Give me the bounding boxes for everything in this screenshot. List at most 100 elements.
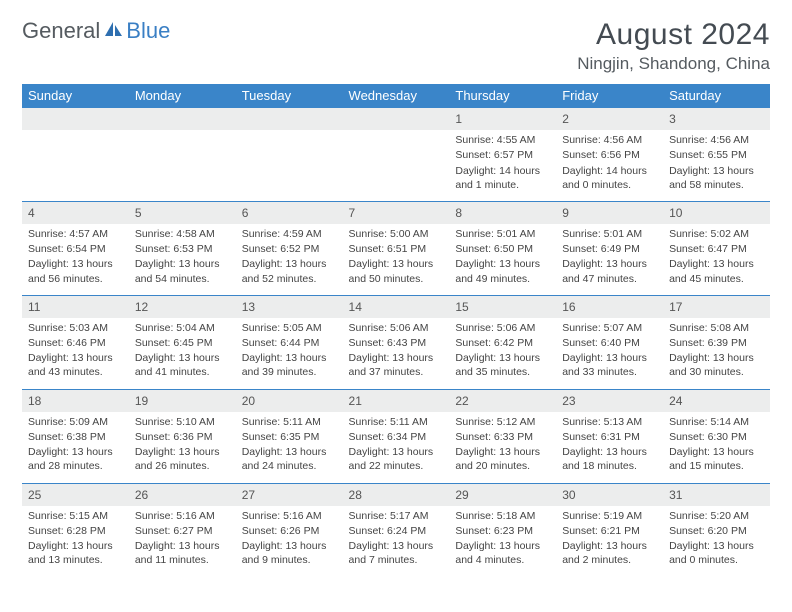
sunrise-text: Sunrise: 5:02 AM	[669, 227, 764, 241]
daylight-text: Daylight: 13 hours and 26 minutes.	[135, 445, 230, 473]
sunset-text: Sunset: 6:51 PM	[349, 242, 444, 256]
col-saturday: Saturday	[663, 84, 770, 108]
day-number: 11	[22, 295, 129, 318]
sunrise-text: Sunrise: 5:15 AM	[28, 509, 123, 523]
sunset-text: Sunset: 6:55 PM	[669, 148, 764, 162]
daylight-text: Daylight: 13 hours and 50 minutes.	[349, 257, 444, 285]
sunrise-text: Sunrise: 4:56 AM	[562, 133, 657, 147]
month-title: August 2024	[577, 18, 770, 52]
day-number: 30	[556, 483, 663, 506]
daylight-text: Daylight: 13 hours and 11 minutes.	[135, 539, 230, 567]
day-detail	[343, 130, 450, 201]
day-detail: Sunrise: 5:20 AMSunset: 6:20 PMDaylight:…	[663, 506, 770, 577]
day-detail: Sunrise: 4:57 AMSunset: 6:54 PMDaylight:…	[22, 224, 129, 295]
day-detail: Sunrise: 5:17 AMSunset: 6:24 PMDaylight:…	[343, 506, 450, 577]
daylight-text: Daylight: 13 hours and 35 minutes.	[455, 351, 550, 379]
day-detail: Sunrise: 5:06 AMSunset: 6:43 PMDaylight:…	[343, 318, 450, 389]
sunset-text: Sunset: 6:26 PM	[242, 524, 337, 538]
daylight-text: Daylight: 13 hours and 15 minutes.	[669, 445, 764, 473]
day-number: 23	[556, 389, 663, 412]
sunset-text: Sunset: 6:44 PM	[242, 336, 337, 350]
day-number: 26	[129, 483, 236, 506]
sunset-text: Sunset: 6:53 PM	[135, 242, 230, 256]
daylight-text: Daylight: 13 hours and 9 minutes.	[242, 539, 337, 567]
day-detail: Sunrise: 5:10 AMSunset: 6:36 PMDaylight:…	[129, 412, 236, 483]
day-number: 9	[556, 201, 663, 224]
day-detail	[236, 130, 343, 201]
sunrise-text: Sunrise: 5:17 AM	[349, 509, 444, 523]
day-number: 20	[236, 389, 343, 412]
sunrise-text: Sunrise: 5:09 AM	[28, 415, 123, 429]
sunrise-text: Sunrise: 4:55 AM	[455, 133, 550, 147]
day-number: 18	[22, 389, 129, 412]
daylight-text: Daylight: 13 hours and 39 minutes.	[242, 351, 337, 379]
sunrise-text: Sunrise: 5:05 AM	[242, 321, 337, 335]
col-tuesday: Tuesday	[236, 84, 343, 108]
daylight-text: Daylight: 13 hours and 45 minutes.	[669, 257, 764, 285]
sunrise-text: Sunrise: 5:07 AM	[562, 321, 657, 335]
col-sunday: Sunday	[22, 84, 129, 108]
day-detail: Sunrise: 5:01 AMSunset: 6:50 PMDaylight:…	[449, 224, 556, 295]
sunrise-text: Sunrise: 5:04 AM	[135, 321, 230, 335]
day-number: 24	[663, 389, 770, 412]
day-detail: Sunrise: 5:02 AMSunset: 6:47 PMDaylight:…	[663, 224, 770, 295]
col-friday: Friday	[556, 84, 663, 108]
header: General Blue August 2024 Ningjin, Shando…	[22, 18, 770, 74]
daylight-text: Daylight: 13 hours and 18 minutes.	[562, 445, 657, 473]
day-detail: Sunrise: 5:16 AMSunset: 6:26 PMDaylight:…	[236, 506, 343, 577]
daylight-text: Daylight: 13 hours and 54 minutes.	[135, 257, 230, 285]
day-number: 4	[22, 201, 129, 224]
daylight-text: Daylight: 13 hours and 24 minutes.	[242, 445, 337, 473]
sunrise-text: Sunrise: 4:56 AM	[669, 133, 764, 147]
daynum-row: 25262728293031	[22, 483, 770, 506]
day-detail	[129, 130, 236, 201]
day-number: 1	[449, 108, 556, 131]
sunset-text: Sunset: 6:47 PM	[669, 242, 764, 256]
day-number: 3	[663, 108, 770, 131]
day-number: 12	[129, 295, 236, 318]
sunset-text: Sunset: 6:54 PM	[28, 242, 123, 256]
sail-icon	[104, 20, 124, 43]
daylight-text: Daylight: 13 hours and 37 minutes.	[349, 351, 444, 379]
detail-row: Sunrise: 5:09 AMSunset: 6:38 PM Daylight:…	[22, 412, 770, 483]
sunrise-text: Sunrise: 5:14 AM	[669, 415, 764, 429]
sunset-text: Sunset: 6:50 PM	[455, 242, 550, 256]
logo-word2: Blue	[126, 18, 170, 44]
day-detail: Sunrise: 4:56 AMSunset: 6:55 PMDaylight:…	[663, 130, 770, 201]
sunrise-text: Sunrise: 5:12 AM	[455, 415, 550, 429]
day-number: 19	[129, 389, 236, 412]
sunrise-text: Sunrise: 5:16 AM	[135, 509, 230, 523]
day-number: 7	[343, 201, 450, 224]
sunrise-text: Sunrise: 5:18 AM	[455, 509, 550, 523]
sunrise-text: Sunrise: 5:10 AM	[135, 415, 230, 429]
daylight-text: Daylight: 13 hours and 7 minutes.	[349, 539, 444, 567]
detail-row: Sunrise: 4:57 AMSunset: 6:54 PMDaylight:…	[22, 224, 770, 295]
detail-row: Sunrise: 5:03 AMSunset: 6:46 PMDaylight:…	[22, 318, 770, 389]
sunset-text: Sunset: 6:33 PM	[455, 430, 550, 444]
day-detail: Sunrise: 5:16 AMSunset: 6:27 PMDaylight:…	[129, 506, 236, 577]
day-detail: Sunrise: 4:59 AMSunset: 6:52 PMDaylight:…	[236, 224, 343, 295]
sunset-text: Sunset: 6:57 PM	[455, 148, 550, 162]
sunrise-text: Sunrise: 5:06 AM	[455, 321, 550, 335]
daylight-text: Daylight: 13 hours and 4 minutes.	[455, 539, 550, 567]
daylight-text: Daylight: 13 hours and 43 minutes.	[28, 351, 123, 379]
sunset-text: Sunset: 6:23 PM	[455, 524, 550, 538]
sunset-text: Sunset: 6:42 PM	[455, 336, 550, 350]
day-detail: Sunrise: 5:09 AMSunset: 6:38 PMDaylight:…	[22, 412, 129, 483]
sunset-text: Sunset: 6:40 PM	[562, 336, 657, 350]
daylight-text: Daylight: 13 hours and 52 minutes.	[242, 257, 337, 285]
location: Ningjin, Shandong, China	[577, 54, 770, 74]
sunrise-text: Sunrise: 5:13 AM	[562, 415, 657, 429]
sunrise-text: Sunrise: 5:01 AM	[455, 227, 550, 241]
day-detail: Sunrise: 5:08 AMSunset: 6:39 PMDaylight:…	[663, 318, 770, 389]
day-number: 5	[129, 201, 236, 224]
daylight-text: Daylight: 13 hours and 30 minutes.	[669, 351, 764, 379]
sunset-text: Sunset: 6:49 PM	[562, 242, 657, 256]
day-detail: Sunrise: 5:14 AMSunset: 6:30 PMDaylight:…	[663, 412, 770, 483]
sunset-text: Sunset: 6:38 PM	[28, 430, 123, 444]
day-number: 15	[449, 295, 556, 318]
day-number	[236, 108, 343, 131]
day-detail: Sunrise: 4:58 AMSunset: 6:53 PMDaylight:…	[129, 224, 236, 295]
day-detail: Sunrise: 5:11 AMSunset: 6:35 PMDaylight:…	[236, 412, 343, 483]
sunset-text: Sunset: 6:36 PM	[135, 430, 230, 444]
